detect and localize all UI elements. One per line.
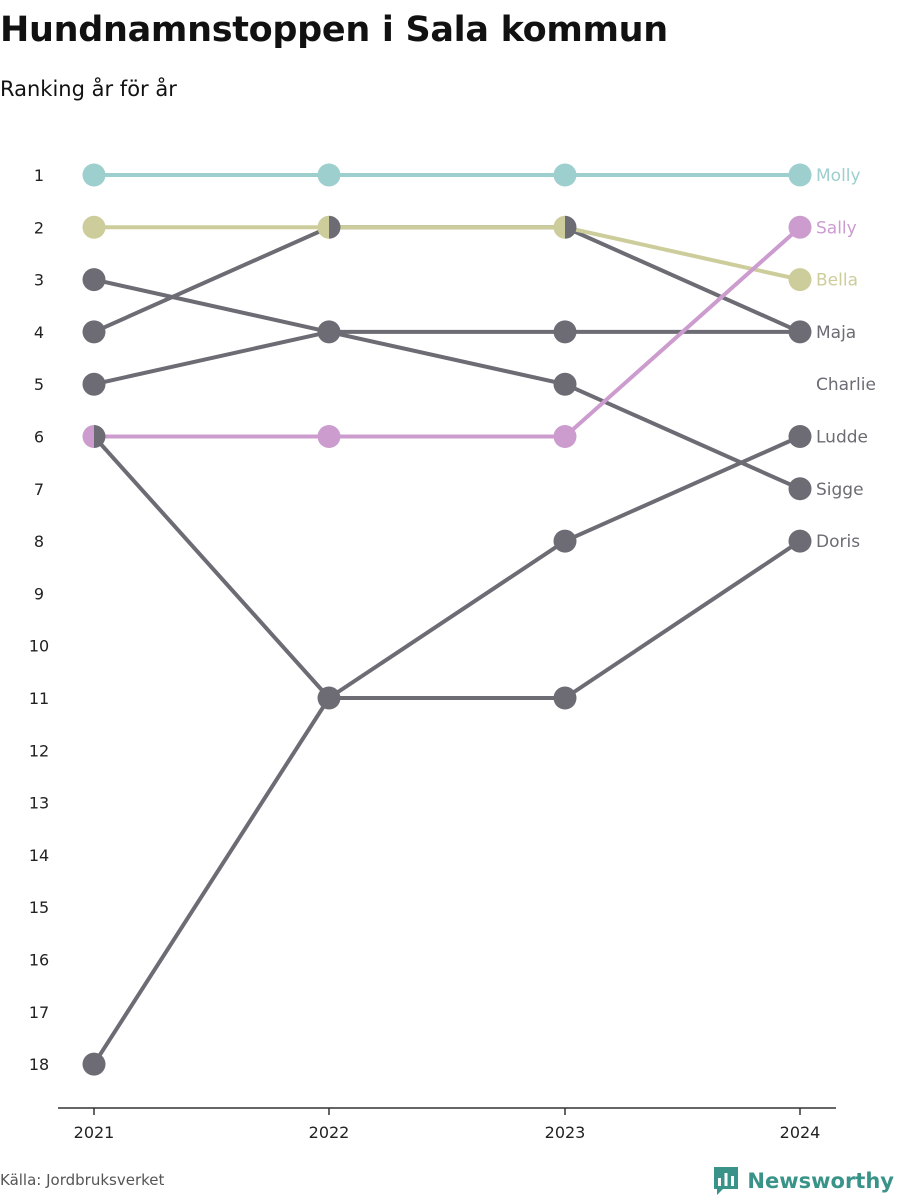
- series-lines: [92, 173, 802, 1067]
- series-line-sigge: [92, 277, 802, 491]
- x-tick-label: 2022: [309, 1123, 350, 1142]
- x-tick-label: 2024: [780, 1123, 821, 1142]
- y-tick-label: 16: [29, 951, 49, 970]
- data-point-bella: [553, 215, 565, 239]
- brand-name: Newsworthy: [747, 1169, 894, 1193]
- data-point-sally: [82, 425, 94, 448]
- data-point-charlie: [553, 320, 577, 344]
- data-point-ludde: [788, 425, 812, 448]
- x-tick-label: 2021: [74, 1123, 115, 1142]
- end-label-ludde: Ludde: [816, 428, 868, 448]
- y-tick-label: 10: [29, 637, 49, 656]
- newsworthy-icon: [714, 1167, 739, 1195]
- data-point-sally: [553, 425, 577, 448]
- series-line-maja: [92, 225, 802, 334]
- end-label-bella: Bella: [816, 271, 858, 291]
- data-point-doris: [94, 425, 106, 448]
- y-tick-label: 14: [29, 846, 49, 865]
- x-tick-label: 2023: [545, 1123, 586, 1142]
- end-label-charlie: Charlie: [816, 375, 876, 395]
- end-label-sigge: Sigge: [816, 480, 864, 500]
- data-point-sigge: [788, 477, 812, 501]
- chart-title: Hundnamnstoppen i Sala kommun: [0, 10, 668, 50]
- y-tick-label: 8: [34, 532, 44, 551]
- y-tick-label: 12: [29, 741, 49, 760]
- end-labels: Molly Sally Bella Maja Charlie Ludde Sigge Dori…: [816, 166, 876, 552]
- source-note: Källa: Jordbruksverket: [0, 1171, 165, 1189]
- data-point-molly: [82, 163, 106, 187]
- data-point-molly: [553, 163, 577, 187]
- series-points: [82, 163, 812, 1076]
- series-line-ludde: [92, 434, 802, 1067]
- data-point-sigge: [317, 320, 341, 344]
- data-point-sally: [788, 215, 812, 239]
- data-point-doris: [788, 529, 812, 553]
- y-tick-label: 6: [34, 428, 44, 447]
- y-tick-label: 1: [34, 166, 44, 185]
- data-point-ludde: [553, 529, 577, 553]
- data-point-molly: [317, 163, 341, 187]
- data-point-bella: [317, 215, 329, 239]
- y-tick-label: 11: [29, 689, 49, 708]
- data-point-bella: [82, 215, 106, 239]
- series-line-doris: [92, 434, 802, 700]
- data-point-maja: [788, 320, 812, 344]
- x-axis-ticks: 2021 2022 2023 2024: [74, 1108, 821, 1142]
- y-tick-label: 2: [34, 218, 44, 237]
- end-label-maja: Maja: [816, 323, 856, 343]
- data-point-doris: [553, 686, 577, 710]
- data-point-maja: [82, 320, 106, 344]
- y-tick-label: 3: [34, 271, 44, 290]
- y-tick-label: 13: [29, 794, 49, 813]
- data-point-maja: [329, 215, 341, 239]
- brand-logo: Newsworthy: [713, 1166, 894, 1196]
- data-point-sally: [317, 425, 341, 448]
- end-label-sally: Sally: [816, 218, 857, 238]
- y-tick-label: 9: [34, 584, 44, 603]
- end-label-molly: Molly: [816, 166, 861, 186]
- y-tick-label: 5: [34, 375, 44, 394]
- y-tick-label: 18: [29, 1055, 49, 1074]
- y-tick-label: 4: [34, 323, 44, 342]
- data-point-sigge: [82, 268, 106, 292]
- chart-subtitle: Ranking år för år: [0, 77, 177, 101]
- y-tick-label: 7: [34, 480, 44, 499]
- series-line-sally: [92, 225, 802, 439]
- end-label-doris: Doris: [816, 532, 860, 552]
- data-point-sigge: [553, 372, 577, 396]
- data-point-maja: [565, 215, 577, 239]
- data-point-bella: [788, 268, 812, 292]
- y-tick-label: 17: [29, 1003, 49, 1022]
- data-point-ludde: [82, 1052, 106, 1076]
- series-line-bella: [92, 225, 802, 282]
- y-tick-label: 15: [29, 898, 49, 917]
- data-point-ludde: [317, 686, 341, 710]
- data-point-molly: [788, 163, 812, 187]
- data-point-charlie: [82, 372, 106, 396]
